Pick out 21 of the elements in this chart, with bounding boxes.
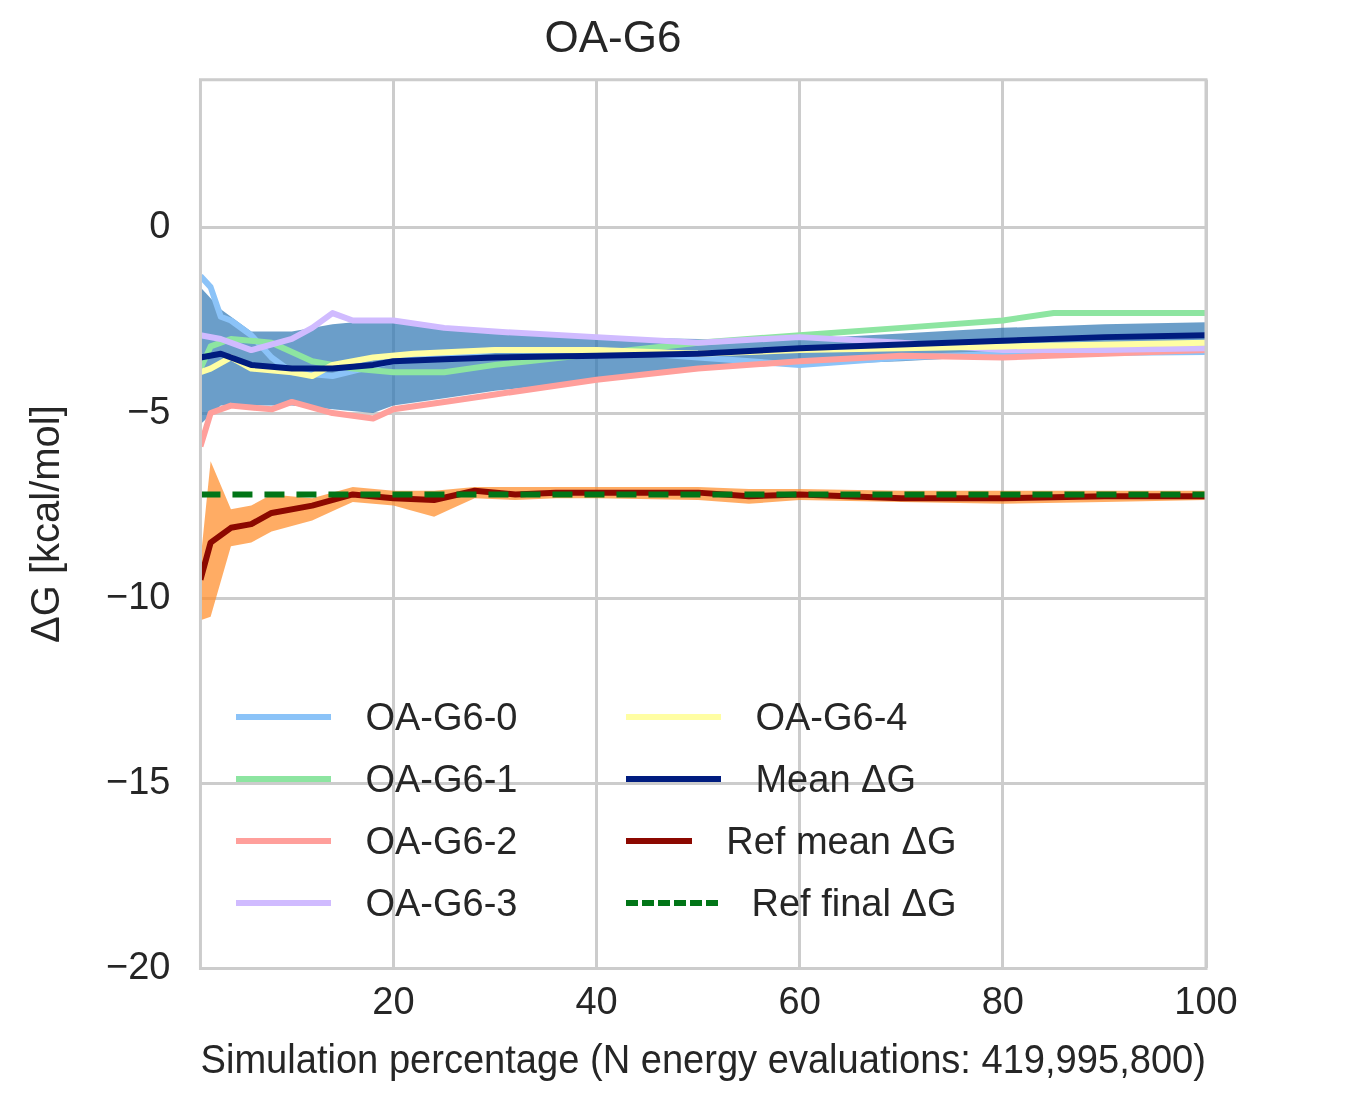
legend-label: Ref final ΔG [751,881,957,925]
y-axis-title: ΔG [kcal/mol] [23,405,68,644]
x-tick-label: 80 [981,979,1024,1022]
legend-label: OA-G6-1 [365,757,518,801]
x-tick-label: 60 [778,979,821,1022]
y-tick-label: 0 [149,204,171,247]
x-axis-title: Simulation percentage (N energy evaluations: 419,995,800) [200,1037,1206,1082]
legend-label: OA-G6-4 [755,695,908,739]
legend-label: OA-G6-2 [365,819,518,863]
y-tick-label: −20 [105,944,171,987]
y-tick-label: −10 [105,574,171,617]
y-tick-label: −5 [127,389,171,432]
chart-title: OA-G6 [544,11,682,61]
x-tick-label: 40 [575,979,618,1022]
legend-label: Mean ΔG [755,757,917,801]
x-tick-label: 100 [1174,979,1238,1022]
x-tick-label: 20 [372,979,415,1022]
legend-label: Ref mean ΔG [726,819,957,863]
legend-label: OA-G6-3 [365,881,518,925]
legend-label: OA-G6-0 [365,695,518,739]
y-tick-label: −15 [105,759,171,802]
